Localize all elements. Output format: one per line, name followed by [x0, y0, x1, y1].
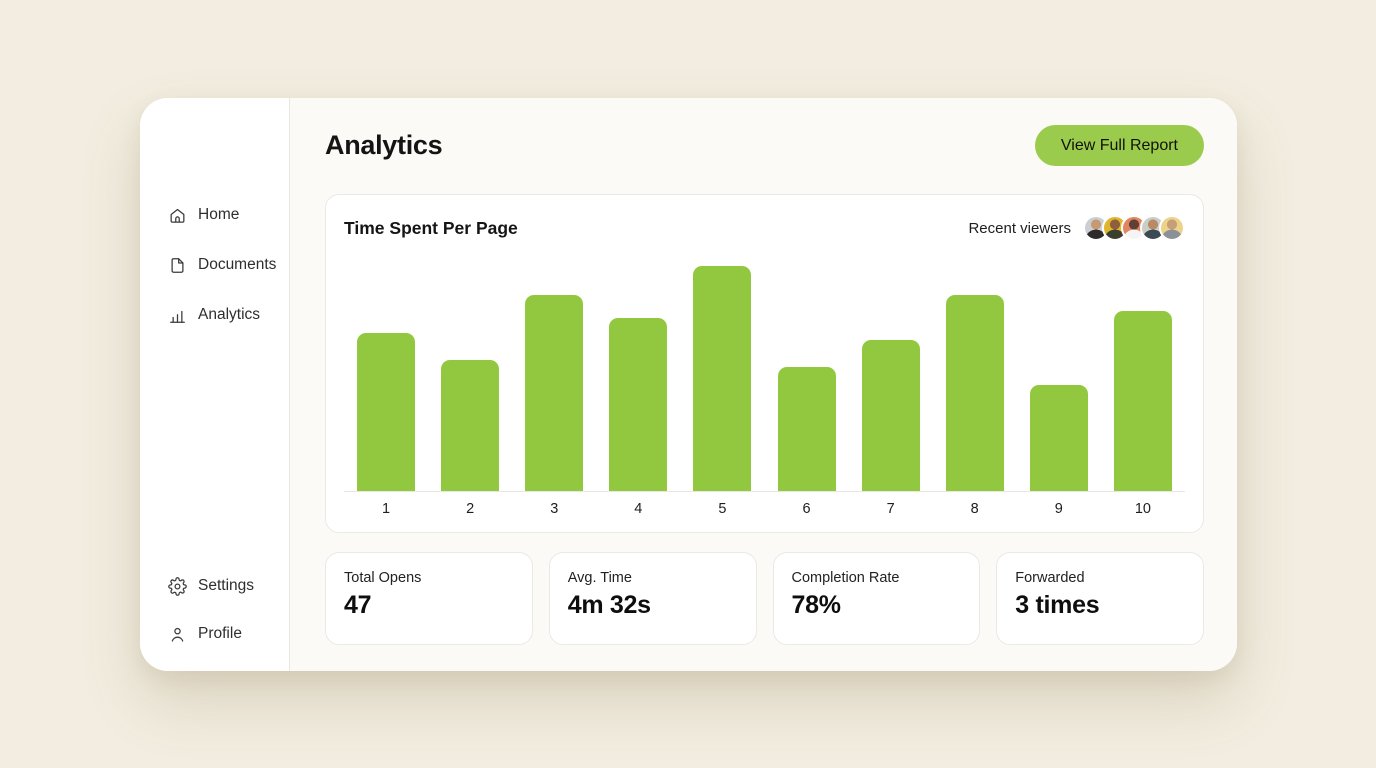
stat-value: 3 times	[1015, 591, 1100, 619]
stat-value: 47	[344, 591, 372, 619]
chart-card-header: Time Spent Per Page Recent viewers	[344, 215, 1185, 241]
stat-value: 4m 32s	[567, 591, 651, 619]
sidebar: Home Documents Analytics	[140, 98, 290, 671]
labels-row: 1 2 3 4 5 6 7 8 9 10	[344, 501, 1185, 517]
x-axis-label: 10	[1134, 501, 1151, 517]
bar-chart-icon	[170, 310, 185, 323]
avatar-stack	[1083, 215, 1185, 241]
time-spent-chart-card: Time Spent Per Page Recent viewers 1 2 3 4 5…	[325, 194, 1204, 533]
x-axis-label: 1	[382, 501, 391, 517]
x-axis-label: 2	[466, 501, 475, 517]
stats-row: Total Opens 47 Avg. Time 4m 32s Completi…	[325, 552, 1204, 645]
x-axis-label: 5	[718, 501, 727, 517]
chart-bar	[777, 367, 836, 491]
chart-bar	[861, 340, 920, 491]
sidebar-item-documents[interactable]: Documents	[140, 240, 289, 290]
stat-label: Forwarded	[1015, 570, 1085, 586]
sidebar-item-label: Profile	[198, 625, 242, 642]
stat-card-total-opens: Total Opens 47	[325, 552, 533, 645]
sidebar-bottom-group: Settings Profile	[140, 562, 289, 658]
home-icon	[170, 208, 185, 223]
sidebar-top-group: Home Documents Analytics	[140, 190, 289, 340]
chart-bar	[441, 360, 500, 491]
bar-cell	[933, 252, 1017, 491]
x-axis-label: 4	[634, 501, 643, 517]
bar-cell	[428, 252, 512, 491]
bar-cell	[680, 252, 764, 491]
sidebar-item-label: Documents	[198, 256, 277, 273]
stat-card-avg-time: Avg. Time 4m 32s	[548, 552, 757, 645]
stat-card-forwarded: Forwarded 3 times	[996, 552, 1204, 645]
gear-icon	[168, 576, 187, 596]
sidebar-item-home[interactable]: Home	[140, 190, 289, 240]
chart-bar	[525, 295, 584, 491]
sidebar-item-label: Settings	[198, 577, 255, 594]
sidebar-item-analytics[interactable]: Analytics	[140, 290, 289, 340]
x-axis-label: 6	[802, 501, 811, 517]
viewer-avatar	[1083, 215, 1109, 241]
chart-bar	[609, 318, 668, 491]
stat-label: Total Opens	[344, 570, 422, 586]
sidebar-item-label: Home	[198, 206, 240, 223]
stat-label: Completion Rate	[791, 570, 900, 586]
chart-bar	[1029, 385, 1088, 491]
sidebar-item-profile[interactable]: Profile	[140, 610, 289, 658]
main-header: Analytics View Full Report	[325, 125, 1204, 166]
bar-cell	[596, 252, 680, 491]
stat-card-completion-rate: Completion Rate 78%	[772, 552, 981, 645]
bar-cell	[1101, 252, 1185, 491]
view-full-report-button[interactable]: View Full Report	[1034, 125, 1204, 166]
app-window: Home Documents Analytics	[140, 98, 1237, 671]
x-axis-label: 3	[550, 501, 559, 517]
recent-viewers-label: Recent viewers	[968, 219, 1071, 237]
chart-bar	[693, 266, 752, 491]
main-content: Analytics View Full Report Time Spent Pe…	[290, 98, 1237, 671]
bars-row	[344, 252, 1185, 492]
x-axis-label: 8	[970, 501, 979, 517]
chart-bar	[1113, 311, 1172, 491]
bar-cell	[849, 252, 933, 491]
x-axis-label: 7	[886, 501, 895, 517]
recent-viewers: Recent viewers	[968, 215, 1185, 241]
page-title: Analytics	[325, 130, 443, 160]
bar-cell	[764, 252, 848, 491]
viewer-avatar	[1159, 215, 1185, 241]
bar-cell	[512, 252, 596, 491]
chart-title: Time Spent Per Page	[344, 217, 518, 238]
sidebar-item-settings[interactable]: Settings	[140, 562, 289, 610]
x-axis-label: 9	[1054, 501, 1063, 517]
sidebar-item-label: Analytics	[198, 306, 261, 323]
chart-bar	[945, 295, 1004, 491]
person-icon	[171, 627, 184, 642]
document-icon	[171, 257, 184, 273]
bar-cell	[344, 252, 428, 491]
viewer-avatar	[1140, 215, 1166, 241]
stat-label: Avg. Time	[567, 570, 632, 586]
chart-bar	[357, 333, 416, 491]
bar-cell	[1017, 252, 1101, 491]
stat-value: 78%	[791, 591, 841, 619]
